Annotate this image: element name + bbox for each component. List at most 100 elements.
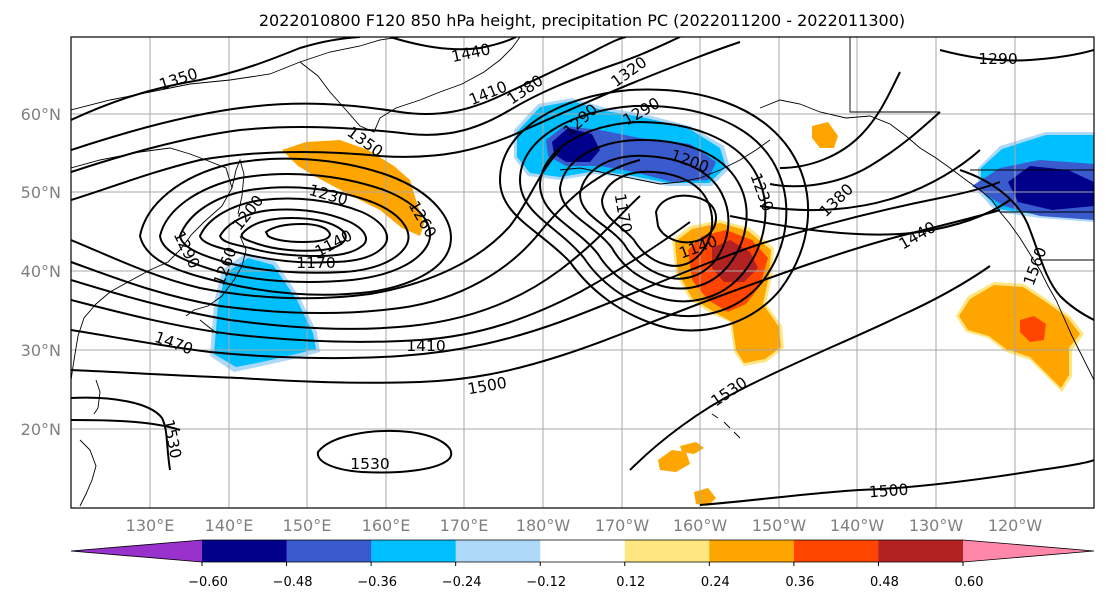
colorbar-tick-label: −0.12: [526, 575, 566, 590]
colorbar-segment: [709, 540, 795, 562]
lon-label: 170°W: [595, 516, 650, 535]
lon-label: 150°W: [752, 516, 807, 535]
precip-positive-south-2: [680, 442, 704, 454]
contour-1500: [71, 209, 1001, 384]
map-area: 1350 1440 1410 1380 1320 1290 1290 1350 …: [70, 36, 1095, 509]
colorbar-extend-high: [963, 540, 1094, 562]
colorbar-tick-label: −0.60: [188, 575, 228, 590]
contour-1410: [71, 149, 981, 330]
map-title: 2022010800 F120 850 hPa height, precipit…: [259, 11, 905, 30]
colorbar-tick-label: 0.24: [701, 575, 730, 590]
lat-label: 30°N: [21, 341, 61, 360]
colorbar-tick-label: −0.48: [273, 575, 313, 590]
contour-1350-north: [71, 37, 361, 121]
lon-label: 150°E: [283, 516, 332, 535]
lon-label: 160°E: [362, 516, 411, 535]
coast-aleutians: [559, 139, 771, 185]
coast-philippines: [79, 439, 97, 507]
colorbar-segment: [202, 540, 288, 562]
precip-negative-nw-max: [1008, 166, 1094, 210]
colorbar-tick-label: −0.36: [357, 575, 397, 590]
precip-positive-calif-strong: [1020, 316, 1046, 342]
contour-low-east-1320: [498, 88, 810, 332]
coast-sakhalin: [231, 158, 245, 215]
colorbar-tick-label: 0.48: [870, 575, 899, 590]
precip-negative-bering-max: [552, 128, 600, 162]
contour-1290-alaska: [939, 49, 1094, 62]
contour-low-west-1290: [138, 157, 452, 296]
contour-low-west-1140: [240, 216, 347, 252]
longitude-labels: 130°E 140°E 150°E 160°E 170°E 180°W 170°…: [126, 516, 1043, 535]
contour-label: 1500: [868, 481, 909, 502]
lon-label: 160°W: [673, 516, 728, 535]
contour-1350: [71, 71, 901, 300]
colorbar-segment: [540, 540, 626, 562]
contour-1560: [959, 169, 1094, 321]
lat-label: 40°N: [21, 262, 61, 281]
contour-label: 1410: [406, 337, 445, 355]
contour-1530: [71, 265, 991, 471]
coast-kamchatka: [299, 37, 521, 133]
contour-low-west-1260: [158, 173, 431, 283]
coast-alaska: [759, 99, 1094, 381]
contour-1380: [71, 111, 941, 315]
colorbar-segment: [371, 540, 457, 562]
colorbar-tick-label: 0.36: [785, 575, 814, 590]
colorbar-extend-low: [71, 540, 202, 562]
lon-label: 120°W: [988, 516, 1043, 535]
coastlines: [71, 37, 1094, 507]
coast-taiwan: [93, 379, 101, 415]
lon-label: 140°W: [830, 516, 885, 535]
contour-label: 1530: [350, 455, 389, 473]
colorbar-tick-label: 0.12: [616, 575, 645, 590]
colorbar-tick-label: −0.24: [442, 575, 482, 590]
lon-label: 130°E: [126, 516, 175, 535]
lon-label: 180°W: [516, 516, 571, 535]
contour-low-east-1230: [558, 138, 748, 290]
colorbar-segment: [624, 540, 710, 562]
colorbar-segment: [286, 540, 372, 562]
precip-positive-kuril: [282, 140, 424, 236]
contour-label: 1170: [296, 254, 335, 272]
colorbar: −0.60 −0.48 −0.36 −0.24 −0.12 0.12 0.24 0.36 0.4…: [70, 539, 1095, 590]
precip-positive-south-1: [658, 450, 690, 472]
latitude-labels: 60°N 50°N 40°N 30°N 20°N: [21, 105, 61, 439]
contour-low-west-1230: [178, 186, 410, 274]
contour-label: 1290: [978, 50, 1017, 68]
lat-label: 50°N: [21, 183, 61, 202]
contour-low-east-1140: [654, 194, 718, 244]
contour-1320-north: [71, 41, 741, 201]
contour-low-west-1200: [198, 197, 389, 264]
lat-label: 60°N: [21, 105, 61, 124]
map-frame: [70, 36, 1095, 509]
contour-1380-north: [71, 37, 681, 173]
coast-borders: [849, 37, 1094, 261]
contour-1530-loop: [316, 429, 453, 474]
colorbar-tick-label: 0.60: [955, 575, 984, 590]
height-contours: [71, 37, 1094, 506]
contour-low-east-1260: [538, 120, 767, 303]
contour-low-east-1200: [578, 154, 730, 280]
contour-1440: [71, 199, 1011, 343]
contour-1410-north: [71, 37, 627, 151]
contour-low-east-1170: [600, 170, 714, 267]
colorbar-segment: [455, 540, 541, 562]
contour-low-west-1170: [218, 208, 367, 258]
lon-label: 130°W: [909, 516, 964, 535]
lon-label: 170°E: [440, 516, 489, 535]
precip-positive-gulf-small: [812, 122, 838, 148]
lat-label: 20°N: [21, 420, 61, 439]
coast-hawaii: [711, 413, 741, 439]
coast-asia: [71, 147, 233, 381]
colorbar-segment: [793, 540, 879, 562]
lon-label: 140°E: [205, 516, 254, 535]
contour-1500-south: [71, 419, 1094, 506]
precip-positive-calif: [959, 285, 1080, 388]
contour-low-west-1110: [264, 222, 332, 244]
colorbar-segment: [878, 540, 964, 562]
graticule: [71, 37, 1094, 508]
contour-1440-north: [389, 37, 517, 51]
contour-low-east-1290: [518, 104, 788, 318]
contour-1470: [71, 181, 1001, 360]
